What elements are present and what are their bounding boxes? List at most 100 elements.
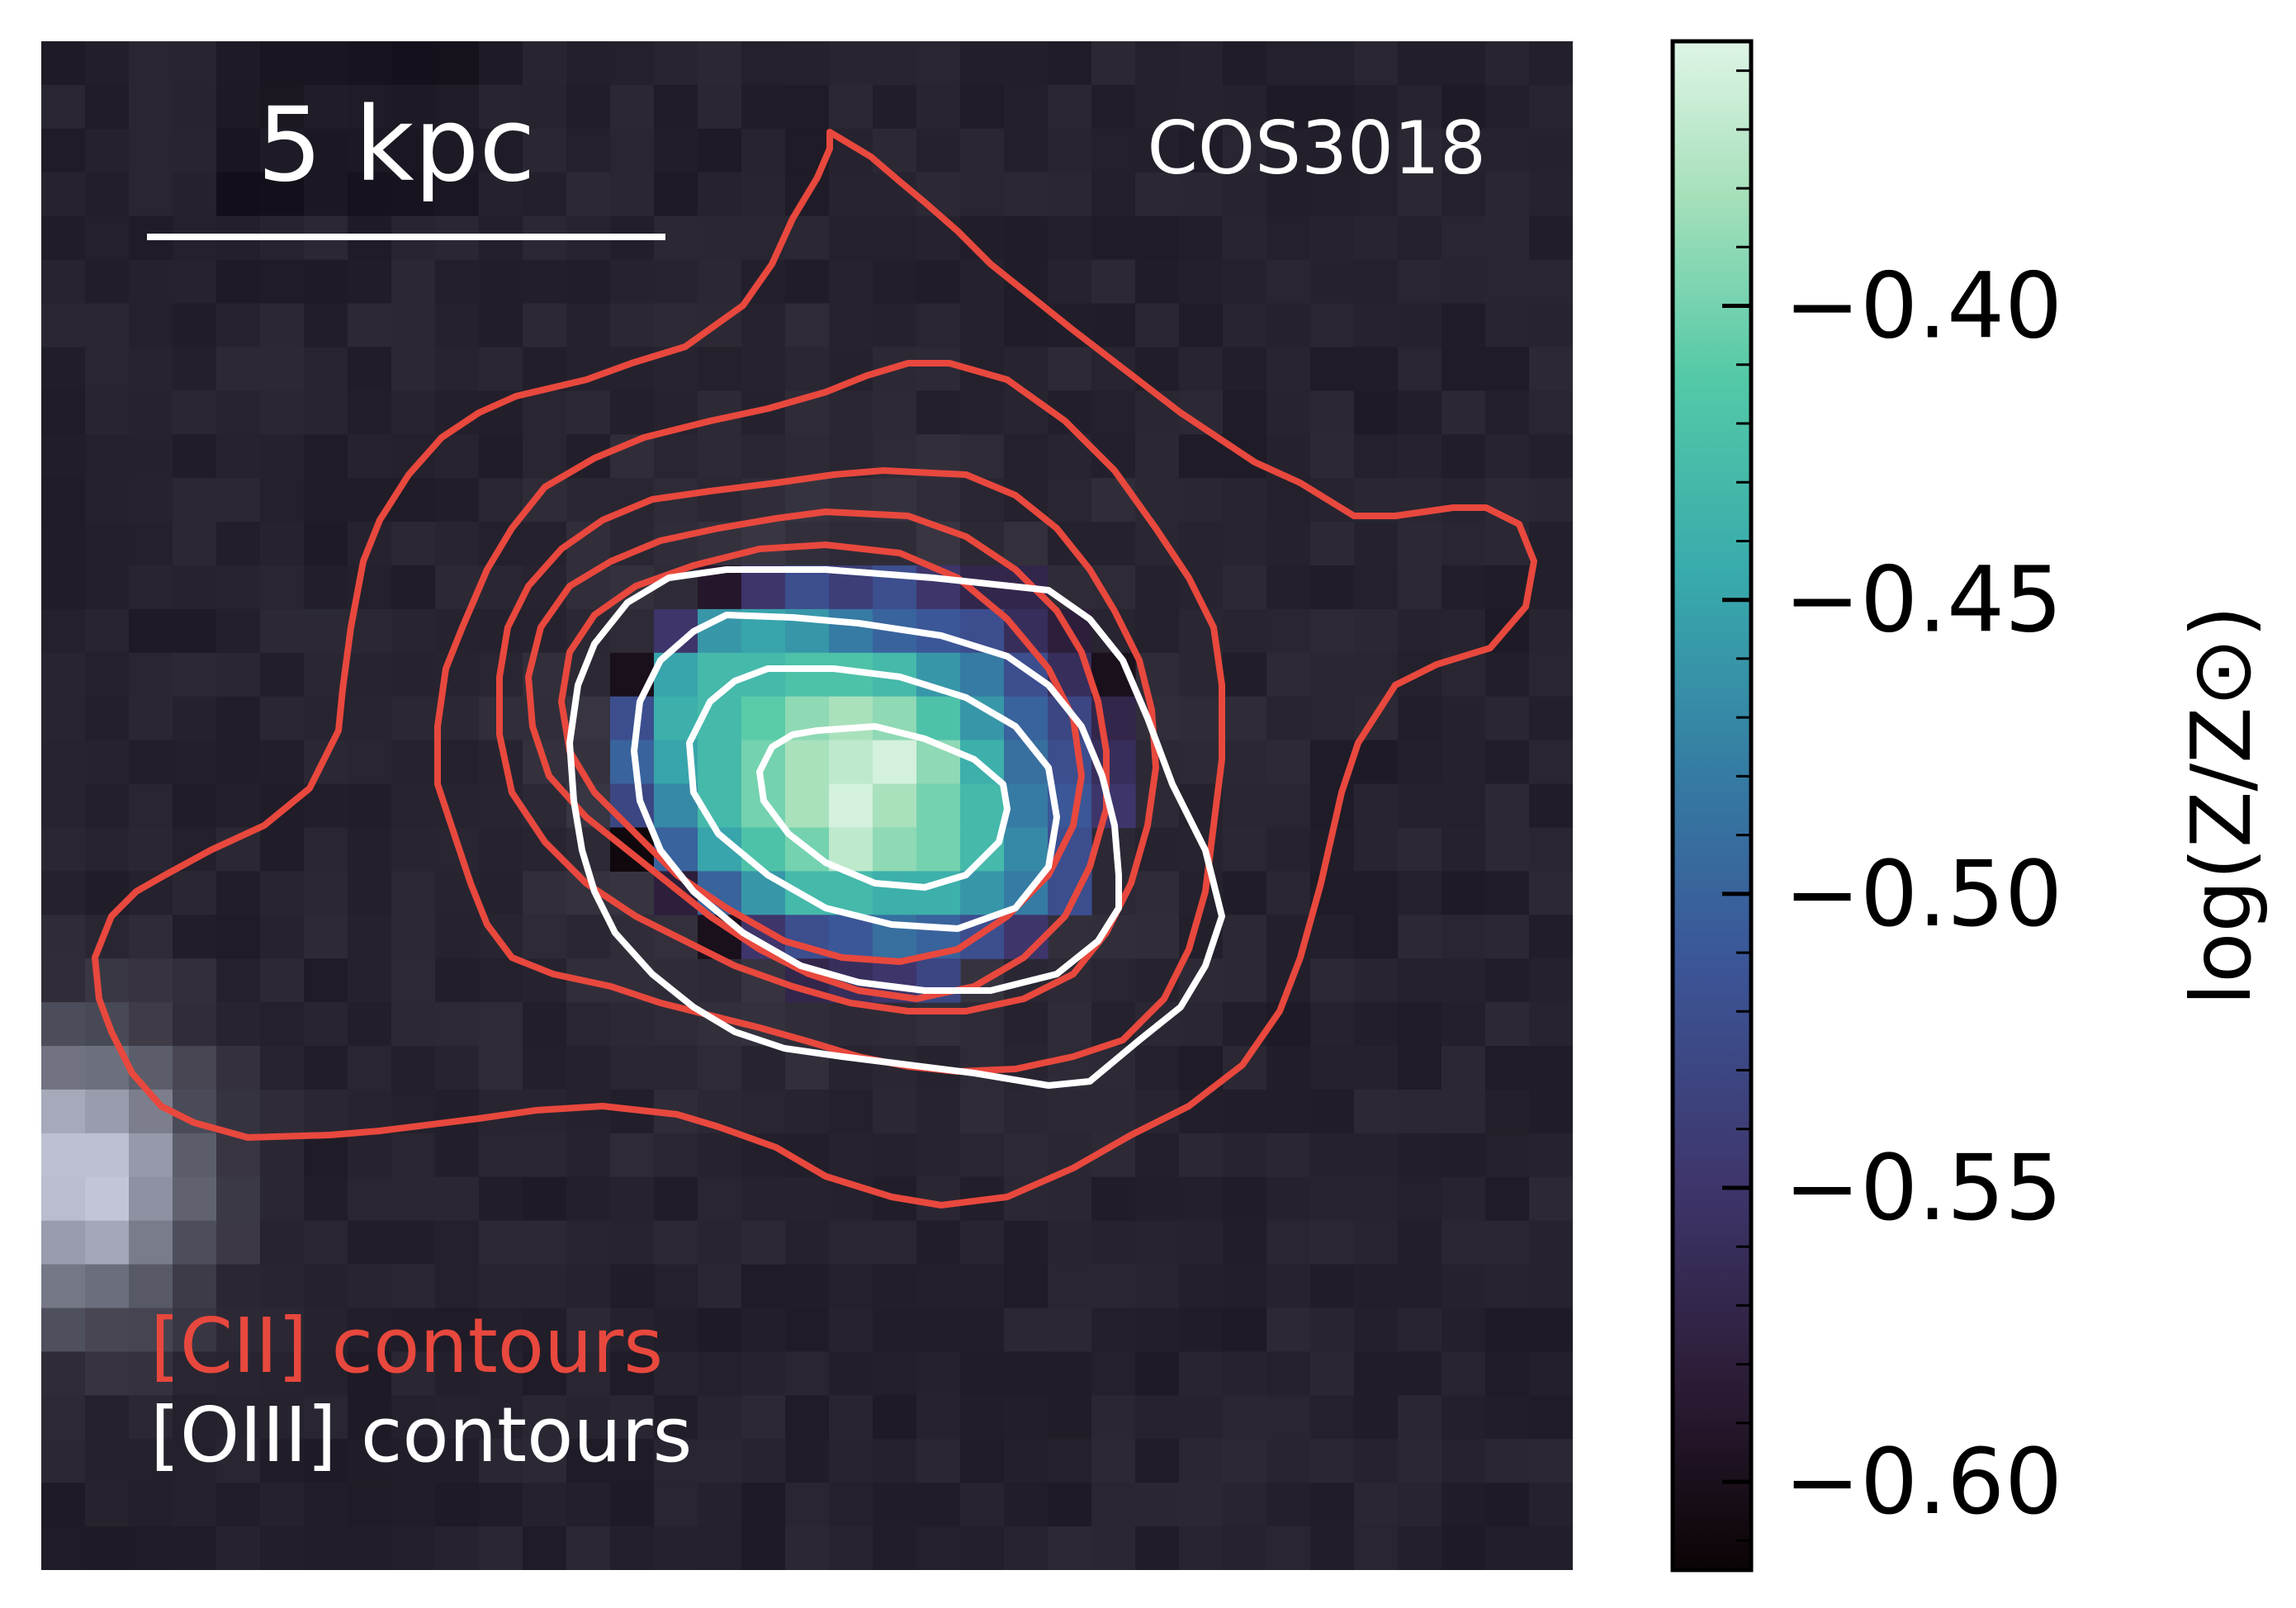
background-pixel bbox=[1135, 1264, 1180, 1309]
background-pixel bbox=[1485, 172, 1530, 217]
background-pixel bbox=[1179, 1439, 1224, 1483]
colorbar-major-ticks bbox=[1722, 304, 1751, 1484]
background-pixel bbox=[260, 1089, 305, 1134]
background-pixel bbox=[348, 1308, 392, 1353]
background-pixel bbox=[1354, 1483, 1399, 1527]
background-pixel bbox=[1529, 303, 1573, 348]
background-pixel bbox=[435, 478, 480, 523]
background-pixel bbox=[1310, 1002, 1355, 1047]
background-pixel bbox=[391, 1220, 436, 1265]
background-pixel bbox=[85, 478, 130, 523]
background-pixel bbox=[741, 303, 786, 348]
background-pixel bbox=[1485, 1526, 1530, 1570]
metallicity-pixel bbox=[1048, 740, 1092, 785]
background-pixel bbox=[1442, 259, 1486, 305]
background-pixel bbox=[85, 1089, 130, 1134]
background-pixel bbox=[479, 1439, 523, 1483]
background-pixel bbox=[1179, 1483, 1224, 1527]
background-pixel bbox=[85, 696, 130, 741]
background-pixel bbox=[391, 1526, 436, 1570]
background-pixel bbox=[523, 827, 567, 872]
background-pixel bbox=[1223, 1089, 1267, 1134]
background-pixel bbox=[348, 958, 392, 1003]
background-pixel bbox=[173, 1395, 217, 1440]
background-pixel bbox=[1529, 783, 1573, 829]
background-pixel bbox=[391, 1308, 436, 1353]
background-pixel bbox=[1091, 1483, 1136, 1527]
background-pixel bbox=[348, 1264, 392, 1309]
background-pixel bbox=[1485, 1483, 1530, 1527]
background-pixel bbox=[1354, 1002, 1399, 1047]
metallicity-pixel bbox=[829, 696, 873, 741]
background-pixel bbox=[654, 1176, 698, 1222]
background-pixel bbox=[566, 1395, 611, 1440]
background-pixel bbox=[304, 1133, 348, 1178]
background-pixel bbox=[741, 1089, 786, 1134]
background-pixel bbox=[216, 1395, 261, 1440]
background-pixel bbox=[785, 41, 830, 86]
background-pixel bbox=[1529, 958, 1573, 1003]
background-pixel bbox=[1179, 827, 1224, 872]
background-pixel bbox=[1529, 1133, 1573, 1178]
background-pixel bbox=[173, 608, 217, 654]
background-pixel bbox=[916, 215, 961, 261]
background-pixel bbox=[1223, 565, 1267, 610]
background-pixel bbox=[1266, 827, 1311, 872]
background-pixel bbox=[1179, 522, 1224, 566]
background-pixel bbox=[654, 1220, 698, 1265]
background-pixel bbox=[1266, 1176, 1311, 1222]
background-pixel bbox=[348, 1395, 392, 1440]
background-pixel bbox=[741, 84, 786, 130]
background-pixel bbox=[1004, 303, 1049, 348]
background-pixel bbox=[1398, 1176, 1442, 1222]
background-pixel bbox=[1485, 1133, 1530, 1178]
background-pixel bbox=[1223, 1176, 1267, 1222]
background-pixel bbox=[435, 1395, 480, 1440]
background-pixel bbox=[1004, 172, 1049, 217]
background-pixel bbox=[1179, 1351, 1224, 1396]
background-pixel bbox=[391, 565, 436, 610]
background-pixel bbox=[523, 871, 567, 915]
background-pixel bbox=[873, 1220, 917, 1265]
background-pixel bbox=[129, 1176, 173, 1222]
background-pixel bbox=[391, 522, 436, 566]
background-pixel bbox=[435, 1483, 480, 1527]
background-pixel bbox=[216, 1264, 261, 1309]
background-pixel bbox=[1354, 608, 1399, 654]
background-pixel bbox=[1310, 1046, 1355, 1090]
background-pixel bbox=[1223, 390, 1267, 435]
background-pixel bbox=[1135, 303, 1180, 348]
background-pixel bbox=[566, 478, 611, 523]
background-pixel bbox=[829, 41, 873, 86]
image-panel: 5 kpc COS3018 [CII] contours [OIII] cont… bbox=[41, 41, 1573, 1570]
background-pixel bbox=[1398, 1264, 1442, 1309]
background-pixel bbox=[654, 1308, 698, 1353]
background-pixel bbox=[1398, 41, 1442, 86]
background-pixel bbox=[1442, 871, 1486, 915]
background-pixel bbox=[129, 783, 173, 829]
background-pixel bbox=[391, 128, 436, 173]
background-pixel bbox=[391, 41, 436, 86]
background-pixel bbox=[1135, 1395, 1180, 1440]
background-pixel bbox=[610, 1308, 655, 1353]
background-pixel bbox=[1091, 41, 1136, 86]
background-pixel bbox=[916, 41, 961, 86]
background-pixel bbox=[479, 1220, 523, 1265]
background-pixel bbox=[1223, 522, 1267, 566]
background-pixel bbox=[348, 390, 392, 435]
background-pixel bbox=[1354, 958, 1399, 1003]
background-pixel bbox=[1529, 565, 1573, 610]
background-pixel bbox=[1354, 522, 1399, 566]
background-pixel bbox=[260, 172, 305, 217]
background-pixel bbox=[1048, 1308, 1092, 1353]
background-pixel bbox=[698, 434, 742, 479]
background-pixel bbox=[916, 1395, 961, 1440]
background-pixel bbox=[1091, 128, 1136, 173]
background-pixel bbox=[698, 1176, 742, 1222]
background-pixel bbox=[304, 478, 348, 523]
background-pixel bbox=[1398, 1351, 1442, 1396]
background-pixel bbox=[1135, 565, 1180, 610]
background-pixel bbox=[304, 522, 348, 566]
background-pixel bbox=[1048, 478, 1092, 523]
background-pixel bbox=[304, 827, 348, 872]
